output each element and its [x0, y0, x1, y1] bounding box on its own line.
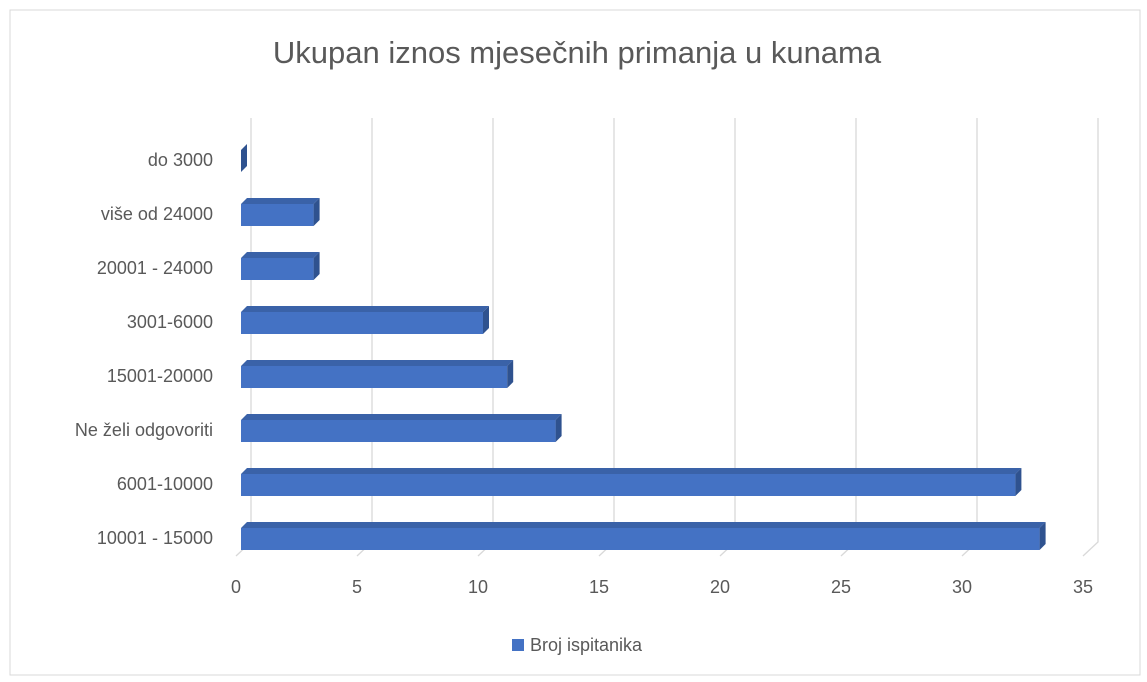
- bar: [241, 468, 1022, 496]
- y-tick-label: 10001 - 15000: [97, 528, 213, 548]
- bar: [241, 414, 562, 442]
- y-tick-label: 6001-10000: [117, 474, 213, 494]
- y-tick-label: do 3000: [148, 150, 213, 170]
- y-tick-label: 15001-20000: [107, 366, 213, 386]
- y-tick-label: 20001 - 24000: [97, 258, 213, 278]
- bar: [241, 198, 320, 226]
- x-tick-label: 20: [710, 577, 730, 597]
- y-tick-label: Ne želi odgovoriti: [75, 420, 213, 440]
- x-tick-label: 35: [1073, 577, 1093, 597]
- y-tick-label: više od 24000: [101, 204, 213, 224]
- legend-swatch: [512, 639, 524, 651]
- bar: [241, 252, 320, 280]
- x-tick-label: 5: [352, 577, 362, 597]
- bar: [241, 306, 489, 334]
- x-tick-label: 15: [589, 577, 609, 597]
- bar: [241, 360, 514, 388]
- x-tick-label: 10: [468, 577, 488, 597]
- x-tick-label: 25: [831, 577, 851, 597]
- grid-line: [1082, 118, 1099, 557]
- bar: [241, 522, 1046, 550]
- x-tick-label: 0: [231, 577, 241, 597]
- chart-title: Ukupan iznos mjesečnih primanja u kunama: [273, 35, 882, 70]
- bar: [241, 144, 247, 172]
- x-tick-label: 30: [952, 577, 972, 597]
- legend-label: Broj ispitanika: [530, 635, 643, 655]
- y-tick-label: 3001-6000: [127, 312, 213, 332]
- chart-border: [9, 9, 1141, 676]
